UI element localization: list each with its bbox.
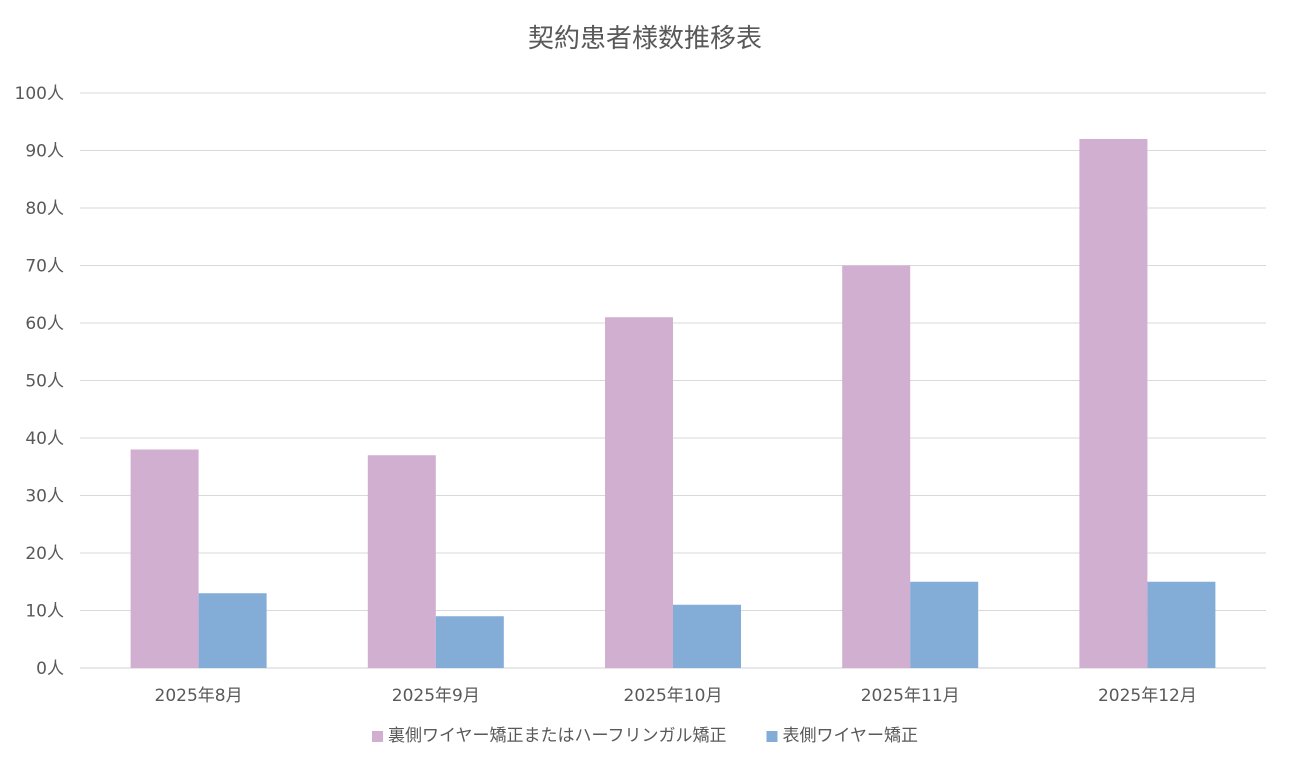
y-tick-label: 60人 xyxy=(25,314,64,334)
y-axis-ticks: 0人 10人 20人 30人 40人 50人 60人 70人 80人 90人 100人 xyxy=(15,84,64,679)
bar-series-2 xyxy=(198,593,267,668)
legend-item: 裏側ワイヤー矯正またはハーフリンガル矯正 xyxy=(372,725,726,746)
bar-series-2 xyxy=(910,581,979,668)
bar-series-1 xyxy=(842,265,911,668)
legend-label: 裏側ワイヤー矯正またはハーフリンガル矯正 xyxy=(388,725,726,746)
chart-title: 契約患者様数推移表 xyxy=(528,24,762,54)
bar-series-1 xyxy=(130,449,199,668)
x-tick-label: 2025年8月 xyxy=(155,686,243,706)
y-tick-label: 90人 xyxy=(25,142,64,162)
y-tick-label: 0人 xyxy=(36,659,64,679)
legend: 裏側ワイヤー矯正またはハーフリンガル矯正 表側ワイヤー矯正 xyxy=(372,725,918,746)
y-tick-label: 70人 xyxy=(25,257,64,277)
y-tick-label: 30人 xyxy=(25,487,64,507)
y-tick-label: 10人 xyxy=(25,602,64,622)
x-tick-label: 2025年12月 xyxy=(1098,686,1197,706)
y-tick-label: 40人 xyxy=(25,429,64,449)
x-tick-label: 2025年11月 xyxy=(861,686,960,706)
x-tick-label: 2025年10月 xyxy=(624,686,723,706)
bar-series-1 xyxy=(1079,139,1148,668)
legend-swatch xyxy=(766,731,778,742)
legend-swatch xyxy=(372,731,384,742)
bar-series-2 xyxy=(435,616,504,668)
bar-series-2 xyxy=(673,604,741,668)
bar-series-1 xyxy=(605,317,673,668)
y-tick-label: 80人 xyxy=(25,199,64,219)
y-tick-label: 20人 xyxy=(25,544,64,564)
y-tick-label: 100人 xyxy=(15,84,64,104)
x-tick-label: 2025年9月 xyxy=(392,686,480,706)
x-axis-ticks: 2025年8月 2025年9月 2025年10月 2025年11月 2025年12月 xyxy=(155,686,1197,706)
legend-item: 表側ワイヤー矯正 xyxy=(766,726,918,746)
y-tick-label: 50人 xyxy=(25,372,64,392)
bar-series-1 xyxy=(367,455,436,668)
legend-label: 表側ワイヤー矯正 xyxy=(782,726,918,746)
bars xyxy=(130,139,1216,668)
bar-series-2 xyxy=(1147,581,1216,668)
